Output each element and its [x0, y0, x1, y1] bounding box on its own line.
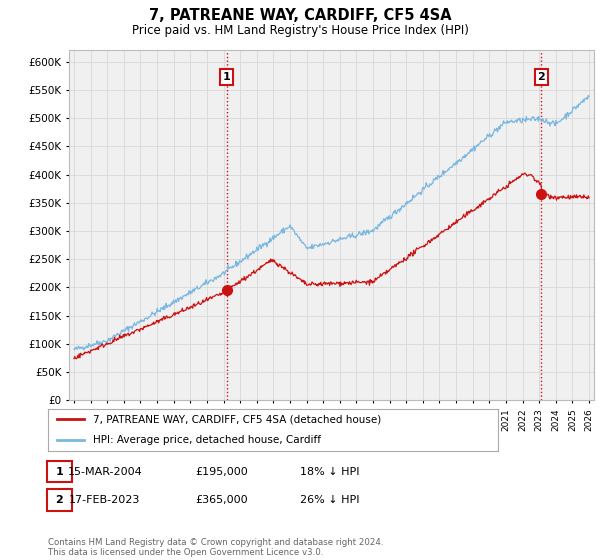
- Text: £365,000: £365,000: [196, 495, 248, 505]
- Text: Price paid vs. HM Land Registry's House Price Index (HPI): Price paid vs. HM Land Registry's House …: [131, 24, 469, 36]
- Text: 7, PATREANE WAY, CARDIFF, CF5 4SA: 7, PATREANE WAY, CARDIFF, CF5 4SA: [149, 8, 451, 24]
- Text: 26% ↓ HPI: 26% ↓ HPI: [300, 495, 360, 505]
- Text: Contains HM Land Registry data © Crown copyright and database right 2024.
This d: Contains HM Land Registry data © Crown c…: [48, 538, 383, 557]
- Text: £195,000: £195,000: [196, 466, 248, 477]
- Text: 17-FEB-2023: 17-FEB-2023: [70, 495, 140, 505]
- Text: 7, PATREANE WAY, CARDIFF, CF5 4SA (detached house): 7, PATREANE WAY, CARDIFF, CF5 4SA (detac…: [93, 414, 381, 424]
- Text: 18% ↓ HPI: 18% ↓ HPI: [300, 466, 360, 477]
- Text: 2: 2: [537, 72, 545, 82]
- Text: 1: 1: [56, 466, 63, 477]
- Text: 1: 1: [223, 72, 231, 82]
- Text: 2: 2: [56, 495, 63, 505]
- Text: HPI: Average price, detached house, Cardiff: HPI: Average price, detached house, Card…: [93, 435, 321, 445]
- Text: 15-MAR-2004: 15-MAR-2004: [68, 466, 142, 477]
